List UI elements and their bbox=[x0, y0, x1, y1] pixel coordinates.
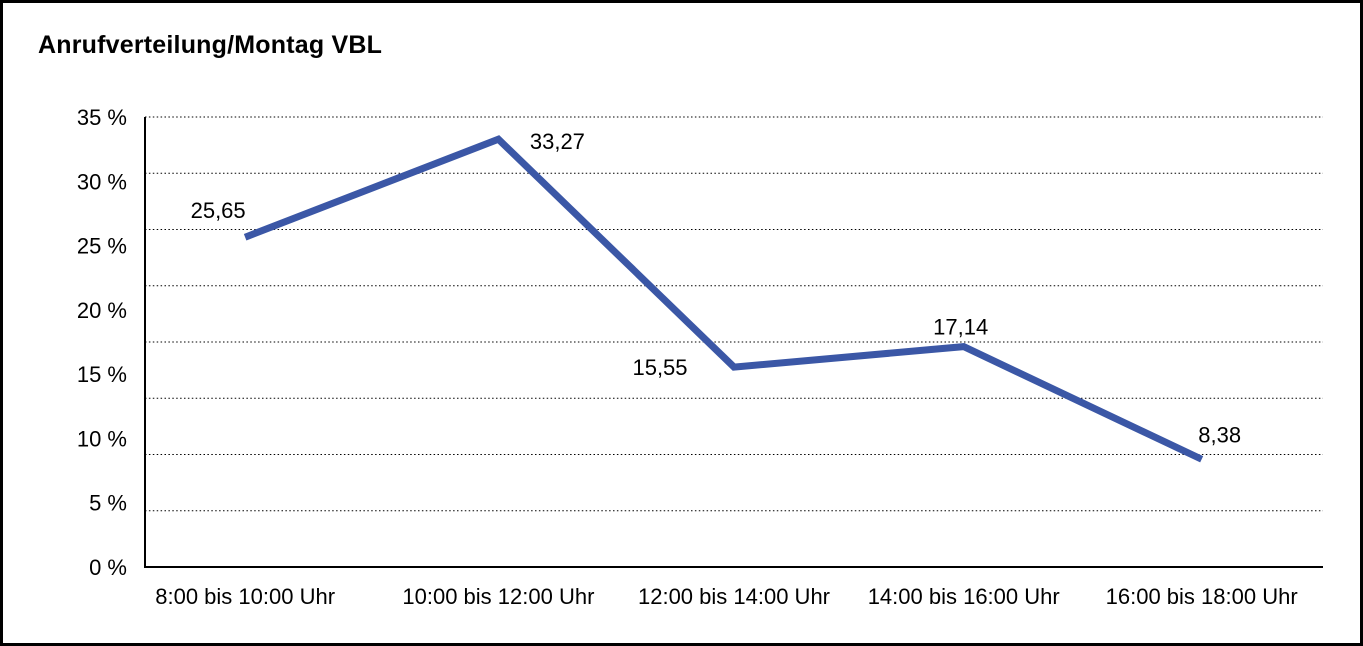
y-axis-tick-label: 30 % bbox=[77, 169, 127, 194]
data-line bbox=[243, 135, 1204, 463]
y-axis-labels-group: 0 % 5 % 10 % 15 % 20 % 25 % 30 % 35 % bbox=[77, 105, 127, 580]
data-point-label: 33,27 bbox=[530, 129, 585, 154]
data-point-label: 15,55 bbox=[632, 355, 687, 380]
x-axis-tick-label: 8:00 bis 10:00 Uhr bbox=[155, 584, 335, 609]
data-series-group bbox=[243, 135, 1204, 463]
x-axis-tick-label: 10:00 bis 12:00 Uhr bbox=[402, 584, 594, 609]
gridlines-group bbox=[145, 116, 1323, 512]
data-labels-group: 25,65 33,27 15,55 17,14 8,38 bbox=[191, 129, 1241, 447]
data-point-label: 8,38 bbox=[1198, 422, 1241, 447]
data-point-label: 25,65 bbox=[191, 198, 246, 223]
y-axis-tick-label: 35 % bbox=[77, 105, 127, 130]
y-axis-tick-label: 15 % bbox=[77, 362, 127, 387]
axes-group bbox=[144, 117, 1323, 568]
data-point-label: 17,14 bbox=[933, 315, 988, 340]
x-axis-tick-label: 12:00 bis 14:00 Uhr bbox=[638, 584, 830, 609]
y-axis-tick-label: 25 % bbox=[77, 234, 127, 259]
chart-title: Anrufverteilung/Montag VBL bbox=[38, 31, 383, 59]
y-axis-tick-label: 20 % bbox=[77, 298, 127, 323]
x-axis-tick-label: 14:00 bis 16:00 Uhr bbox=[868, 584, 1060, 609]
y-axis-tick-label: 5 % bbox=[89, 491, 127, 516]
x-axis-tick-label: 16:00 bis 18:00 Uhr bbox=[1106, 584, 1298, 609]
x-axis-labels-group: 8:00 bis 10:00 Uhr 10:00 bis 12:00 Uhr 12:… bbox=[155, 584, 1297, 609]
y-axis-tick-label: 10 % bbox=[77, 426, 127, 451]
y-axis-tick-label: 0 % bbox=[89, 555, 127, 580]
